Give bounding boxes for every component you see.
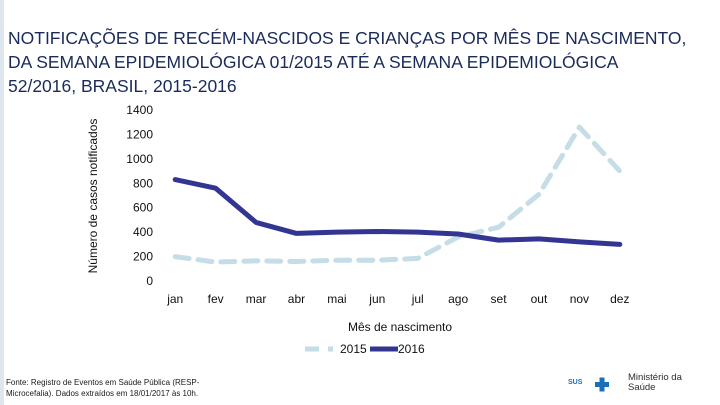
sus-cross-icon xyxy=(595,377,609,392)
series-line-2015 xyxy=(172,124,623,265)
legend: 2015 2016 xyxy=(305,342,425,356)
series-line-2016 xyxy=(172,177,623,247)
x-tick-label: mai xyxy=(327,292,346,306)
chart-title: NOTIFICAÇÕES DE RECÉM-NASCIDOS E CRIANÇA… xyxy=(8,26,708,98)
y-axis-label: Número de casos notificados xyxy=(86,119,100,274)
title-line-3: 52/2016, BRASIL, 2015-2016 xyxy=(8,76,237,96)
y-tick-label: 1000 xyxy=(126,152,153,166)
ministry-logo: Ministério da Saúde xyxy=(628,373,682,393)
y-tick-label: 600 xyxy=(133,201,153,215)
source-line-2: Microcefalia). Dados extraídos em 18/01/… xyxy=(6,389,199,398)
ministry-line-1: Ministério da xyxy=(628,372,682,383)
y-tick-label: 1400 xyxy=(126,103,153,117)
x-tick-label: ago xyxy=(448,292,468,306)
ministry-line-2: Saúde xyxy=(628,382,656,393)
source-line-1: Fonte: Registro de Eventos em Saúde Públ… xyxy=(6,378,200,387)
x-axis-label: Mês de nascimento xyxy=(348,320,452,334)
y-tick-label: 400 xyxy=(133,225,153,239)
y-axis: 0 200 400 600 800 1000 1200 1400 xyxy=(126,103,153,288)
x-axis: jan fev mar abr mai jun jul ago set out nov dez xyxy=(166,292,629,306)
x-tick-label: jul xyxy=(411,292,424,306)
x-tick-label: out xyxy=(531,292,548,306)
x-tick-label: abr xyxy=(288,292,305,306)
x-tick-label: fev xyxy=(208,292,224,306)
y-tick-label: 0 xyxy=(146,274,153,288)
x-tick-label: jan xyxy=(166,292,183,306)
left-accent-bar xyxy=(0,0,4,405)
x-tick-label: dez xyxy=(610,292,629,306)
x-tick-label: mar xyxy=(246,292,267,306)
x-tick-label: set xyxy=(491,292,508,306)
sus-logo: SUS xyxy=(568,373,620,395)
y-tick-label: 200 xyxy=(133,250,153,264)
x-tick-label: nov xyxy=(570,292,589,306)
legend-label-2015: 2015 xyxy=(340,342,367,356)
legend-label-2016: 2016 xyxy=(398,342,425,356)
sus-logo-text: SUS xyxy=(568,379,583,386)
title-line-1: NOTIFICAÇÕES DE RECÉM-NASCIDOS E CRIANÇA… xyxy=(8,28,687,48)
y-tick-label: 800 xyxy=(133,176,153,190)
y-tick-label: 1200 xyxy=(126,127,153,141)
title-line-2: DA SEMANA EPIDEMIOLÓGICA 01/2015 ATÉ A S… xyxy=(8,52,619,72)
source-note: Fonte: Registro de Eventos em Saúde Públ… xyxy=(6,377,266,399)
series-lines xyxy=(172,124,623,265)
x-tick-label: jun xyxy=(368,292,385,306)
